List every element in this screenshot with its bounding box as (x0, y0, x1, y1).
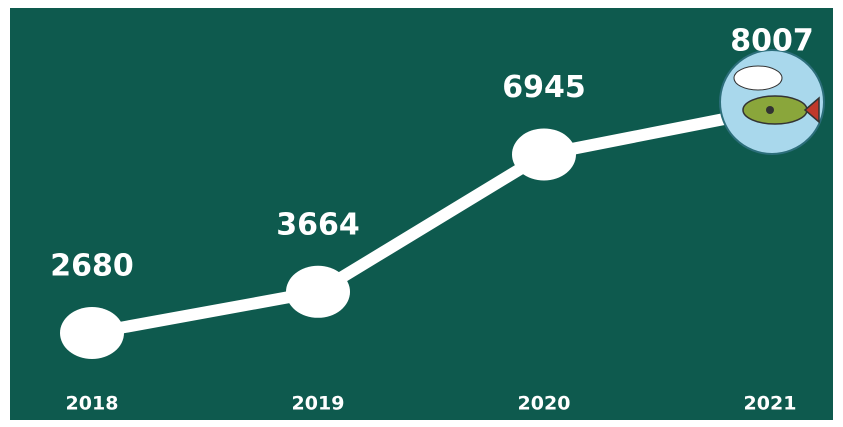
speech-bubble (733, 65, 783, 91)
x-tick-label: 2019 (292, 393, 345, 415)
x-tick-label: 2018 (66, 393, 119, 415)
point (766, 106, 774, 114)
value-label: 3664 (276, 207, 360, 242)
x-tick-label: 2020 (518, 393, 571, 415)
value-label: 6945 (502, 70, 586, 105)
value-label: 8007 (730, 24, 814, 59)
background (10, 8, 833, 420)
point (60, 307, 124, 359)
fish-tail (803, 96, 820, 124)
point (286, 265, 350, 318)
point (512, 128, 576, 181)
value-label: 2680 (50, 249, 134, 284)
illustration (719, 49, 825, 155)
x-tick-label: 2021 (744, 393, 797, 415)
fish-body (742, 95, 808, 125)
line (86, 104, 776, 339)
